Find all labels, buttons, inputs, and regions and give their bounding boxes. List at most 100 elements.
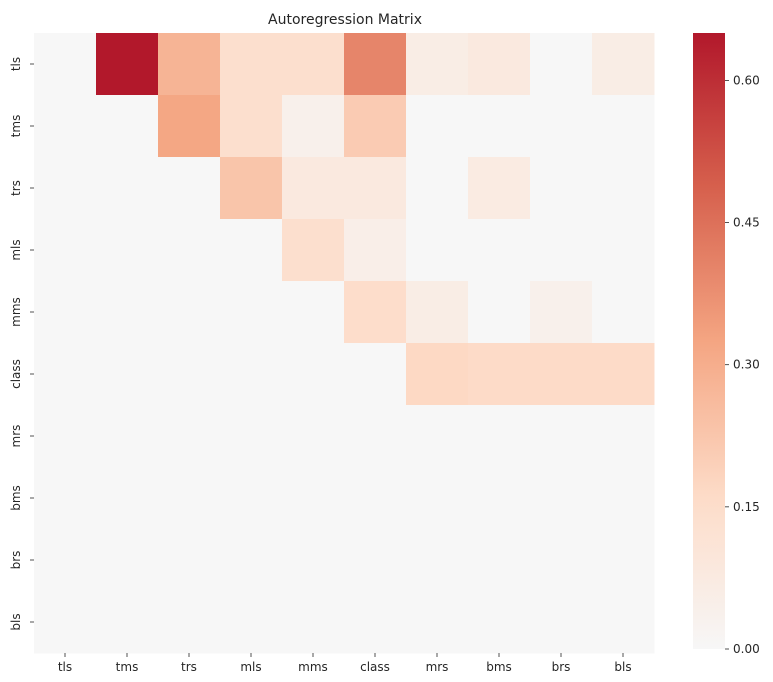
heatmap-cell-bms-trs xyxy=(158,467,221,530)
y-axis: tls tms trs mls mms class mrs bms brs bls xyxy=(9,57,34,631)
heatmap-cell-tms-class xyxy=(344,95,407,158)
heatmap-cell-brs-brs xyxy=(530,529,593,592)
heatmap-cell-bms-mls xyxy=(220,467,283,530)
heatmap-cell-trs-mms xyxy=(282,157,345,220)
heatmap-cells xyxy=(34,33,655,654)
heatmap-cell-brs-bls xyxy=(592,529,655,592)
heatmap-cell-bls-trs xyxy=(158,591,221,654)
heatmap-cell-mls-class xyxy=(344,219,407,282)
heatmap-cell-bms-class xyxy=(344,467,407,530)
y-tick-label: mls xyxy=(9,239,23,260)
heatmap-cell-brs-class xyxy=(344,529,407,592)
heatmap-cell-mls-trs xyxy=(158,219,221,282)
y-tick-label: brs xyxy=(9,551,23,570)
heatmap-cell-brs-mrs xyxy=(406,529,469,592)
heatmap-cell-tms-mms xyxy=(282,95,345,158)
heatmap-cell-mrs-bms xyxy=(468,405,531,468)
y-tick-label: tms xyxy=(9,115,23,138)
chart-title: Autoregression Matrix xyxy=(268,12,422,28)
heatmap-cell-mms-trs xyxy=(158,281,221,344)
heatmap-cell-bms-mms xyxy=(282,467,345,530)
heatmap-cell-class-tms xyxy=(96,343,159,406)
x-tick-label: tms xyxy=(116,660,139,674)
colorbar-tick-label: 0.15 xyxy=(733,500,760,514)
heatmap-cell-class-tls xyxy=(34,343,97,406)
heatmap-cell-mls-tms xyxy=(96,219,159,282)
heatmap-cell-tls-mrs xyxy=(406,33,469,96)
x-tick-label: class xyxy=(360,660,390,674)
heatmap-cell-tms-mrs xyxy=(406,95,469,158)
heatmap-cell-tms-brs xyxy=(530,95,593,158)
x-axis: tls tms trs mls mms class mrs bms brs bls xyxy=(58,653,632,674)
heatmap-cell-bms-tms xyxy=(96,467,159,530)
heatmap-cell-mls-mls xyxy=(220,219,283,282)
heatmap-cell-brs-tms xyxy=(96,529,159,592)
heatmap-cell-trs-class xyxy=(344,157,407,220)
heatmap-cell-mrs-mls xyxy=(220,405,283,468)
heatmap-cell-class-trs xyxy=(158,343,221,406)
heatmap-cell-mrs-brs xyxy=(530,405,593,468)
heatmap-cell-trs-bls xyxy=(592,157,655,220)
x-tick-label: mrs xyxy=(426,660,449,674)
heatmap-cell-mls-mms xyxy=(282,219,345,282)
heatmap-cell-class-bls xyxy=(592,343,655,406)
heatmap-cell-bms-tls xyxy=(34,467,97,530)
heatmap-cell-mms-mms xyxy=(282,281,345,344)
heatmap-cell-mms-bls xyxy=(592,281,655,344)
heatmap-cell-trs-bms xyxy=(468,157,531,220)
heatmap-cell-mms-brs xyxy=(530,281,593,344)
heatmap-cell-mms-class xyxy=(344,281,407,344)
heatmap-cell-brs-trs xyxy=(158,529,221,592)
heatmap-cell-mms-mls xyxy=(220,281,283,344)
heatmap-cell-mrs-trs xyxy=(158,405,221,468)
x-tick-label: mls xyxy=(240,660,261,674)
y-tick-label: mms xyxy=(9,297,23,327)
heatmap-cell-bms-bms xyxy=(468,467,531,530)
heatmap-cell-class-mls xyxy=(220,343,283,406)
heatmap-cell-trs-trs xyxy=(158,157,221,220)
y-tick-label: bls xyxy=(9,613,23,630)
colorbar-tick-label: 0.30 xyxy=(733,358,760,372)
heatmap-cell-bls-mls xyxy=(220,591,283,654)
colorbar-tick-label: 0.00 xyxy=(733,642,760,656)
heatmap-cell-mls-tls xyxy=(34,219,97,282)
x-tick-label: trs xyxy=(181,660,197,674)
heatmap-cell-trs-mls xyxy=(220,157,283,220)
y-tick-label: trs xyxy=(9,180,23,196)
heatmap-cell-tms-trs xyxy=(158,95,221,158)
heatmap-cell-mrs-mms xyxy=(282,405,345,468)
y-tick-label: mrs xyxy=(9,425,23,448)
colorbar: 0.00 0.15 0.30 0.45 0.60 xyxy=(693,33,760,656)
heatmap-cell-tls-class xyxy=(344,33,407,96)
x-tick-label: bms xyxy=(486,660,512,674)
heatmap-cell-mrs-mrs xyxy=(406,405,469,468)
heatmap-cell-mls-bms xyxy=(468,219,531,282)
heatmap-cell-bls-tms xyxy=(96,591,159,654)
heatmap-cell-tls-tms xyxy=(96,33,159,96)
heatmap-cell-tms-bms xyxy=(468,95,531,158)
heatmap-cell-mls-mrs xyxy=(406,219,469,282)
heatmap-cell-tls-bls xyxy=(592,33,655,96)
heatmap-cell-mms-bms xyxy=(468,281,531,344)
heatmap-cell-bls-mms xyxy=(282,591,345,654)
heatmap-cell-mrs-class xyxy=(344,405,407,468)
colorbar-tick-label: 0.45 xyxy=(733,216,760,230)
heatmap-cell-mrs-tls xyxy=(34,405,97,468)
heatmap-cell-class-mms xyxy=(282,343,345,406)
heatmap-cell-brs-bms xyxy=(468,529,531,592)
x-tick-label: mms xyxy=(298,660,328,674)
heatmap-cell-bms-bls xyxy=(592,467,655,530)
heatmap-cell-trs-tls xyxy=(34,157,97,220)
y-tick-label: tls xyxy=(9,57,23,71)
heatmap-cell-tms-bls xyxy=(592,95,655,158)
heatmap-cell-mrs-bls xyxy=(592,405,655,468)
heatmap-cell-mms-tms xyxy=(96,281,159,344)
heatmap-cell-tls-mms xyxy=(282,33,345,96)
heatmap-cell-tms-tls xyxy=(34,95,97,158)
heatmap-cell-tls-tls xyxy=(34,33,97,96)
heatmap-cell-class-brs xyxy=(530,343,593,406)
y-tick-label: class xyxy=(9,359,23,389)
heatmap-cell-mls-brs xyxy=(530,219,593,282)
colorbar-tick-label: 0.60 xyxy=(733,73,760,87)
